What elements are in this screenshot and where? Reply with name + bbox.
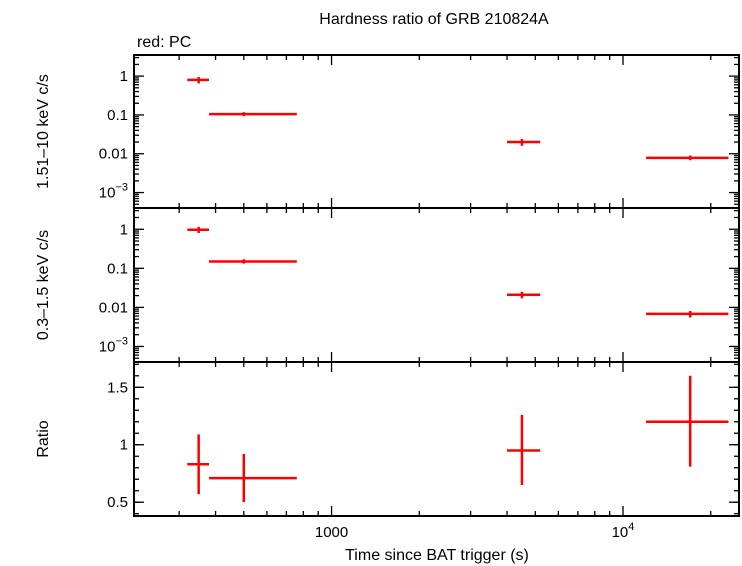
chart-title: Hardness ratio of GRB 210824A xyxy=(319,11,549,28)
soft-band-data-point xyxy=(646,310,729,318)
soft-band-frame xyxy=(133,207,740,363)
ratio-y-tick-label: 1.5 xyxy=(107,379,128,396)
x-axis-label: Time since BAT trigger (s) xyxy=(345,547,529,564)
hard-band-frame xyxy=(133,54,740,209)
soft-band-y-tick-label: 0.01 xyxy=(99,299,128,316)
ratio-data-point xyxy=(646,375,729,467)
hard-band-data-point xyxy=(646,155,729,161)
soft-band-panel: 1 0.1 0.01 10−3 0.3–1.5 keV c/s xyxy=(35,207,740,363)
hard-band-y-tick-label: 0.01 xyxy=(99,146,128,163)
soft-band-y-axis-label: 0.3–1.5 keV c/s xyxy=(35,230,52,340)
soft-band-data-point xyxy=(209,259,297,264)
hard-band-panel: 1 0.1 0.01 10−3 1.51–10 keV c/s xyxy=(35,54,740,209)
ratio-y-tick-label: 1 xyxy=(120,437,128,454)
ratio-y-axis-label: Ratio xyxy=(35,420,52,457)
hard-band-y-tick-label: 0.1 xyxy=(107,107,128,124)
soft-band-data-point xyxy=(507,291,541,299)
soft-band-data-point xyxy=(187,226,210,234)
hard-band-data-point xyxy=(507,138,541,146)
x-tick-label: 1000 xyxy=(315,524,348,541)
ratio-data-point xyxy=(187,434,210,495)
x-tick-label: 104 xyxy=(612,521,635,541)
hard-band-y-axis-label: 1.51–10 keV c/s xyxy=(35,74,52,189)
hard-band-y-tick-label: 1 xyxy=(120,68,128,85)
ratio-data-point xyxy=(507,414,541,485)
ratio-data-point xyxy=(209,453,297,503)
soft-band-y-tick-label: 1 xyxy=(120,221,128,238)
hard-band-data-point xyxy=(187,76,210,84)
ratio-panel: 1.5 1 0.5 Ratio xyxy=(35,361,740,517)
hard-band-data-point xyxy=(209,112,297,117)
soft-band-y-tick-label: 10−3 xyxy=(99,335,128,355)
x-axis: 1000104105 xyxy=(315,521,635,541)
ratio-y-tick-label: 0.5 xyxy=(107,494,128,511)
soft-band-y-tick-label: 0.1 xyxy=(107,260,128,277)
chart-subtitle: red: PC xyxy=(137,34,191,51)
hard-band-y-tick-label: 10−3 xyxy=(99,182,128,202)
ratio-frame xyxy=(133,361,740,517)
